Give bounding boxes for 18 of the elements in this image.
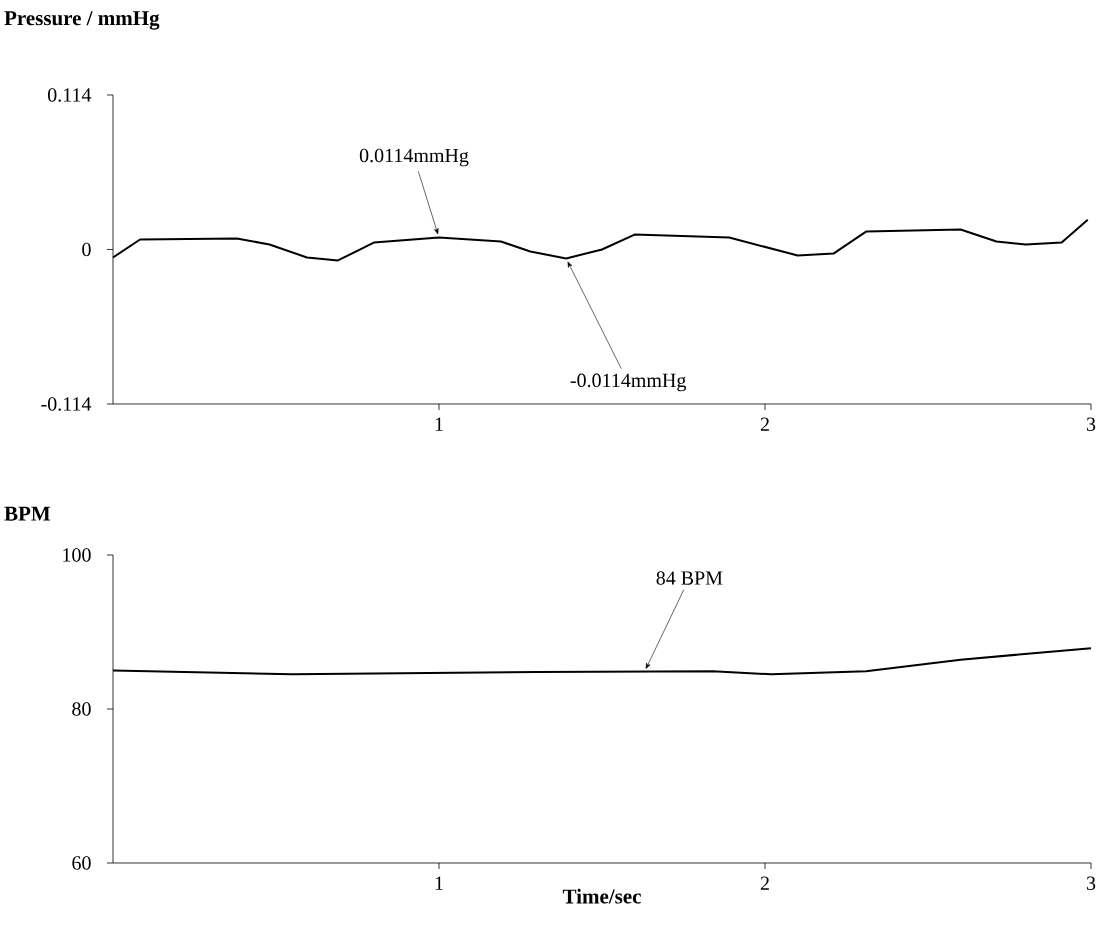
x-tick-label: 3 — [1086, 417, 1096, 431]
y-axis-title: Pressure / mmHg — [4, 11, 160, 30]
y-axis-title: BPM — [4, 506, 51, 521]
y-tick-label: 100 — [63, 548, 91, 562]
x-tick-label: 1 — [435, 876, 443, 890]
x-tick-label: 2 — [760, 417, 769, 431]
x-tick-label: 2 — [760, 876, 769, 890]
y-tick-label: 0 — [82, 242, 91, 257]
y-tick-label: 80 — [72, 702, 91, 716]
y-tick-label: 60 — [72, 856, 91, 870]
x-axis-title: Time/sec — [562, 888, 641, 904]
annotation: 0.0114mmHg — [359, 148, 469, 167]
annotation: 84 BPM — [656, 571, 723, 585]
y-tick-label: -0.114 — [41, 397, 92, 411]
annotation: -0.0114mmHg — [570, 373, 686, 392]
y-tick-label: 0.114 — [47, 88, 92, 102]
x-tick-label: 3 — [1086, 876, 1096, 890]
x-tick-label: 1 — [435, 417, 443, 431]
